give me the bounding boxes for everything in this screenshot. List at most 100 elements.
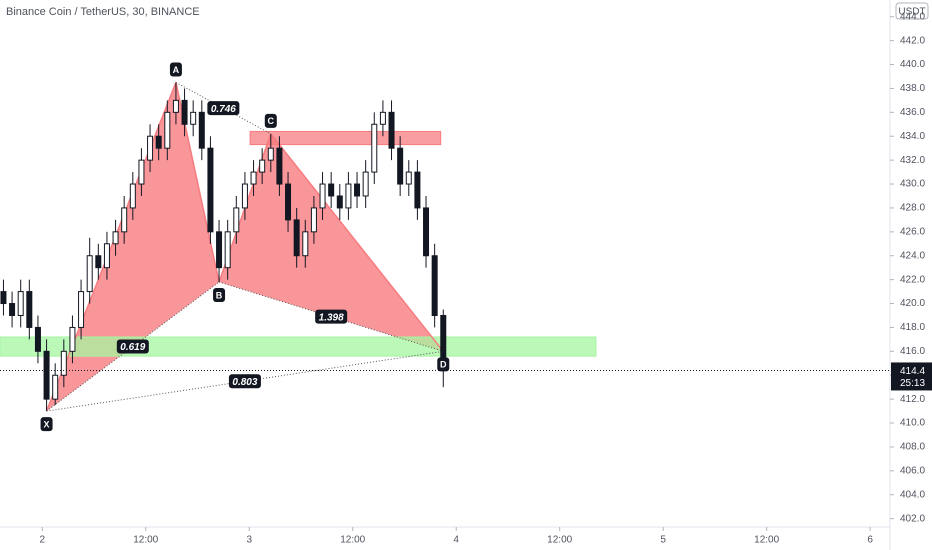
y-tick-label: 412.0: [900, 394, 925, 405]
x-tick-label: 12:00: [754, 535, 779, 546]
pattern-fill: [46, 82, 220, 412]
candle-body: [0, 291, 7, 305]
ratio-box: [315, 309, 348, 324]
candle-body: [69, 326, 76, 352]
y-tick-label: 442.0: [900, 35, 925, 46]
ratio-box: [207, 101, 240, 116]
y-tick-label: 404.0: [900, 489, 925, 500]
y-tick-label: 424.0: [900, 250, 925, 261]
candle-body: [147, 135, 154, 161]
candle-body: [43, 350, 50, 400]
candle-body: [181, 99, 188, 125]
y-tick-label: 428.0: [900, 203, 925, 214]
y-tick-label: 432.0: [900, 155, 925, 166]
candle-body: [293, 219, 300, 257]
candle-body: [9, 303, 16, 316]
last-price-box: [891, 362, 932, 391]
candle-body: [302, 231, 309, 257]
zone: [0, 336, 597, 357]
x-tick-label: 12:00: [547, 535, 572, 546]
point-box: [40, 417, 53, 432]
y-tick-label: 420.0: [900, 298, 925, 309]
candle-body: [233, 207, 240, 233]
x-tick-label: 4: [453, 535, 459, 546]
y-tick-label: 422.0: [900, 274, 925, 285]
candle-body: [224, 231, 231, 269]
candle-body: [164, 111, 171, 149]
candle-body: [250, 171, 257, 185]
candle-body: [362, 171, 369, 197]
ratio-label: 1.398: [319, 312, 344, 323]
y-tick-label: 410.0: [900, 418, 925, 429]
chart-title: Binance Coin / TetherUS, 30, BINANCE: [6, 6, 200, 18]
currency-box[interactable]: [895, 2, 929, 20]
candle-body: [52, 374, 59, 400]
ratio-box: [228, 374, 261, 389]
y-tick-label: 444.0: [900, 11, 925, 22]
candle-body: [103, 243, 110, 269]
point-label: B: [216, 290, 223, 300]
last-price: 414.4: [900, 366, 925, 377]
point-box: [169, 62, 182, 77]
y-tick-label: 426.0: [900, 226, 925, 237]
candle-body: [354, 183, 361, 197]
y-tick-label: 438.0: [900, 83, 925, 94]
candle-body: [121, 207, 128, 233]
x-tick-label: 12:00: [340, 535, 365, 546]
y-tick-label: 418.0: [900, 322, 925, 333]
point-label: A: [173, 65, 180, 75]
candle-body: [207, 147, 214, 233]
point-label: D: [440, 360, 447, 370]
candle-body: [129, 183, 136, 209]
candle-body: [371, 123, 378, 173]
candle-body: [319, 183, 326, 209]
candle-body: [345, 183, 352, 209]
y-tick-label: 402.0: [900, 513, 925, 524]
candle-body: [310, 207, 317, 233]
pattern-leg: [270, 133, 444, 352]
x-tick-label: 3: [246, 535, 252, 546]
candle-body: [388, 111, 395, 149]
candle-body: [328, 183, 335, 197]
point-box: [264, 113, 277, 128]
candle-body: [190, 111, 197, 125]
candle-body: [379, 111, 386, 125]
candle-body: [241, 183, 248, 209]
candle-body: [267, 147, 274, 161]
candle-body: [423, 207, 430, 257]
countdown: 25:13: [900, 378, 925, 389]
y-tick-label: 430.0: [900, 179, 925, 190]
candle-body: [216, 231, 223, 269]
y-tick-label: 408.0: [900, 442, 925, 453]
ratio-label: 0.803: [232, 377, 257, 388]
candle-body: [285, 183, 292, 221]
point-box: [213, 288, 226, 303]
candle-body: [138, 159, 145, 185]
pattern-fill: [219, 133, 444, 352]
y-tick-label: 416.0: [900, 346, 925, 357]
y-tick-label: 440.0: [900, 59, 925, 70]
pattern-leg: [45, 82, 177, 412]
candle-body: [78, 291, 85, 328]
candle-body: [95, 255, 102, 269]
candle-body: [414, 171, 421, 209]
candle-body: [34, 326, 41, 352]
point-label: C: [268, 116, 275, 126]
candle-body: [336, 195, 343, 209]
ratio-line: [46, 350, 444, 412]
y-tick-label: 434.0: [900, 131, 925, 142]
x-tick-label: 6: [867, 535, 873, 546]
ratio-label: 0.619: [120, 342, 145, 353]
candle-body: [276, 147, 283, 185]
x-tick-label: 5: [660, 535, 666, 546]
point-label: X: [44, 419, 50, 429]
currency[interactable]: USDT: [898, 7, 925, 18]
ratio-label: 0.746: [211, 104, 236, 115]
candle-body: [112, 231, 119, 245]
candle-body: [198, 111, 205, 149]
point-box: [437, 357, 450, 372]
candle-body: [397, 147, 404, 185]
candle-body: [172, 99, 179, 113]
y-tick-label: 406.0: [900, 465, 925, 476]
